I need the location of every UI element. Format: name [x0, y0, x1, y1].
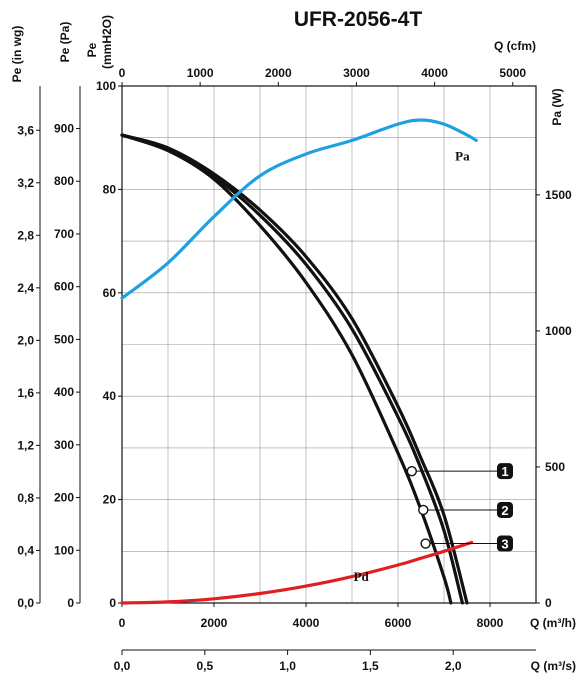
operating-point-2	[418, 504, 429, 516]
marker-badge-3	[497, 535, 513, 552]
marker-label-3: 3	[501, 537, 508, 552]
tick-label-m3s: 1,0	[279, 659, 296, 673]
tick-label-m3h: 4000	[293, 616, 320, 630]
tick-label-inwg: 2,4	[17, 281, 34, 295]
tick-label-pa: 500	[54, 332, 74, 346]
tick-label-cfm: 3000	[343, 66, 370, 80]
tick-label-pa: 600	[54, 280, 74, 294]
tick-label-pa: 0	[67, 596, 74, 610]
operating-point-3	[420, 538, 431, 549]
curve-label-pd: Pd	[354, 569, 370, 584]
chart-title: UFR-2056-4T	[294, 8, 423, 31]
tick-label-cfm: 2000	[265, 66, 292, 80]
tick-label-w: 1000	[545, 324, 572, 338]
series-line-1	[120, 133, 469, 605]
tick-label-mm: 20	[103, 493, 117, 507]
axis-label-w: Pa (W)	[550, 88, 564, 125]
grid	[121, 85, 537, 604]
tick-label-w: 500	[545, 460, 565, 474]
tick-label-mm: 60	[103, 286, 117, 300]
axis-label-m3h: Q (m³/h)	[530, 616, 576, 630]
tick-label-pa: 400	[54, 385, 74, 399]
tick-label-pa: 200	[54, 491, 74, 505]
tick-label-w: 1500	[545, 188, 572, 202]
axis-label-mm-line2: (mmH2O)	[100, 15, 114, 69]
tick-label-pa: 700	[54, 227, 74, 241]
tick-label-cfm: 1000	[187, 66, 214, 80]
tick-label-m3h: 0	[119, 616, 126, 630]
tick-label-mm: 40	[103, 389, 117, 403]
series-group: Pa Pd	[120, 118, 478, 605]
tick-label-mm: 100	[96, 79, 116, 93]
axes: 0,0 0,4 0,8 1,2 1,6 2,0 2,4 2,8 3,2 3,6 Pe (in wg)…	[10, 15, 576, 673]
tick-label-inwg: 0,4	[17, 543, 34, 557]
marker-badge-2	[497, 501, 513, 518]
tick-label-pa: 800	[54, 174, 74, 188]
tick-label-inwg: 1,2	[17, 438, 34, 452]
tick-label-inwg: 3,6	[17, 123, 34, 137]
axis-label-inwg: Pe (in wg)	[10, 26, 24, 83]
tick-label-inwg: 0,0	[17, 596, 34, 610]
tick-label-m3s: 0,0	[114, 659, 131, 673]
tick-label-cfm: 4000	[421, 66, 448, 80]
tick-label-inwg: 1,6	[17, 386, 34, 400]
tick-label-cfm: 0	[119, 66, 126, 80]
axis-label-pa: Pe (Pa)	[58, 22, 72, 63]
marker-label-2: 2	[501, 503, 508, 518]
tick-label-pa: 900	[54, 122, 74, 136]
tick-label-inwg: 2,8	[17, 228, 34, 242]
tick-label-pa: 100	[54, 543, 74, 557]
tick-label-m3s: 0,5	[196, 659, 213, 673]
operating-point-1	[406, 465, 417, 477]
tick-label-mm: 0	[109, 596, 116, 610]
tick-label-m3s: 2,0	[445, 659, 462, 673]
series-line-Pd	[120, 540, 474, 605]
tick-label-m3h: 8000	[477, 616, 504, 630]
tick-label-mm: 80	[103, 182, 117, 196]
tick-label-inwg: 2,0	[17, 333, 34, 347]
axis-label-cfm: Q (cfm)	[494, 39, 536, 53]
tick-label-m3s: 1,5	[362, 659, 379, 673]
series-line-2	[120, 133, 464, 605]
axis-label-m3s: Q (m³/s)	[531, 659, 576, 673]
plot-frame	[121, 85, 537, 604]
tick-label-inwg: 0,8	[17, 491, 34, 505]
series-line-3	[120, 133, 453, 605]
tick-label-pa: 300	[54, 438, 74, 452]
tick-label-w: 0	[545, 596, 552, 610]
markers-group: 1 2 3	[406, 463, 513, 552]
marker-badge-1	[497, 463, 513, 480]
tick-label-cfm: 5000	[499, 66, 526, 80]
tick-label-inwg: 3,2	[17, 176, 34, 190]
marker-label-1: 1	[501, 464, 508, 479]
axis-label-mm-line1: Pe	[85, 42, 99, 57]
tick-label-m3h: 2000	[201, 616, 228, 630]
series-line-Pa	[120, 118, 478, 300]
tick-label-m3h: 6000	[385, 616, 412, 630]
curve-label-pa: Pa	[455, 149, 470, 164]
